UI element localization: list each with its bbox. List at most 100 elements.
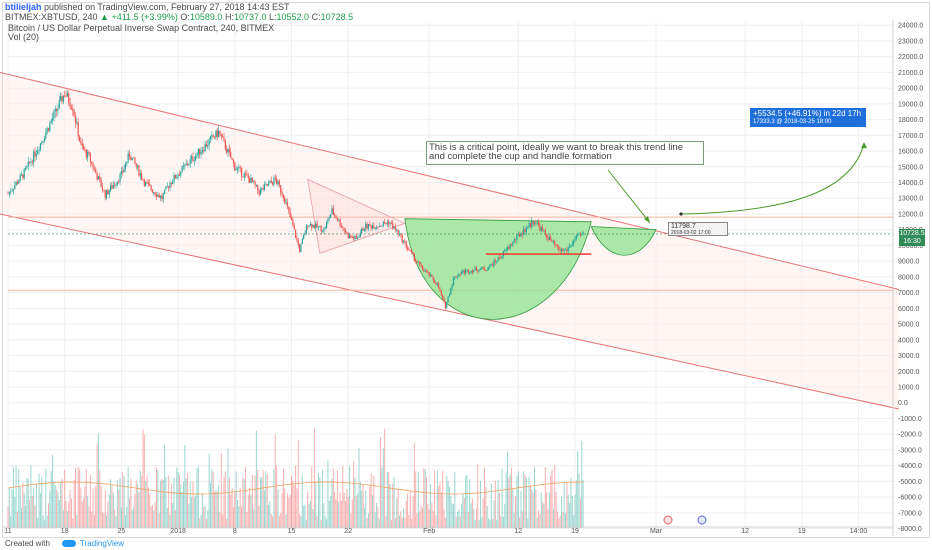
candle-body — [60, 96, 62, 101]
annotation-note[interactable]: This is a critical point, ideally we wan… — [426, 141, 704, 165]
volume-bar — [486, 505, 488, 528]
volume-bar — [118, 489, 120, 528]
volume-bar — [436, 470, 438, 528]
volume-bar — [516, 475, 518, 528]
volume-bar — [448, 486, 450, 528]
candle-body — [269, 180, 271, 184]
candle-body — [265, 184, 267, 185]
candle-body — [358, 236, 360, 238]
volume-bar — [262, 470, 264, 528]
volume-bar — [315, 481, 317, 528]
volume-bar — [316, 515, 318, 528]
tradingview-logo-icon — [62, 540, 76, 547]
event-flag-icon — [663, 515, 673, 525]
volume-bar — [30, 465, 32, 528]
candle-body — [529, 222, 532, 227]
volume-bar — [164, 444, 166, 528]
volume-bar — [451, 503, 453, 528]
candle-body — [513, 239, 515, 242]
candle-body — [180, 171, 182, 176]
candle-body — [427, 271, 429, 273]
candle-body — [20, 174, 23, 176]
volume-bar — [473, 508, 475, 528]
candle-body — [153, 192, 155, 194]
point-price: 11798.7 — [671, 223, 696, 230]
volume-bar — [417, 471, 419, 528]
volume-bar — [130, 478, 132, 528]
candle-body — [205, 144, 208, 147]
volume-bar — [411, 518, 413, 528]
candle-body — [201, 150, 203, 152]
candle-body — [451, 284, 453, 289]
candle-body — [532, 220, 534, 224]
volume-bar — [554, 464, 556, 528]
volume-bar — [457, 511, 459, 528]
candle-body — [207, 144, 209, 147]
candle-body — [313, 225, 316, 229]
candle-body — [429, 274, 432, 277]
candle-body — [77, 122, 79, 137]
volume-bar — [106, 515, 108, 528]
volume-bar — [64, 470, 66, 528]
candle-body — [571, 243, 573, 246]
volume-bar — [34, 505, 36, 528]
candle-body — [85, 149, 87, 158]
candle-body — [575, 235, 577, 240]
volume-bar — [559, 515, 561, 528]
volume-bar — [415, 471, 417, 528]
volume-bar — [466, 474, 468, 528]
volume-bar — [482, 498, 484, 528]
volume-bar — [349, 466, 351, 528]
volume-bar — [322, 469, 324, 528]
candle-body — [483, 268, 486, 271]
candle-body — [527, 227, 529, 229]
candle-body — [213, 137, 216, 139]
candle-body — [285, 202, 287, 204]
point-label[interactable]: 11798.7 2018-03-02 17:00 — [668, 222, 728, 236]
candle-body — [431, 274, 433, 277]
candle-body — [384, 222, 386, 224]
candle-body — [493, 260, 495, 266]
volume-bar — [184, 444, 186, 528]
footer-brand[interactable]: TradingView — [80, 539, 125, 548]
projection-box[interactable]: +5534.5 (+46.91%) in 22d 17h 17333.3 @ 2… — [750, 108, 866, 127]
candle-body — [143, 179, 145, 186]
volume-bar — [511, 467, 513, 528]
author-name[interactable]: btilieljah — [5, 2, 42, 12]
low-value: 10552.0 — [276, 12, 310, 22]
volume-bar — [465, 476, 467, 528]
candle-body — [309, 223, 311, 226]
volume-bar — [112, 492, 114, 528]
volume-bar — [384, 428, 386, 528]
volume-bar — [11, 489, 13, 528]
candle-body — [38, 149, 40, 151]
price-tick-label: 22000.0 — [898, 54, 923, 61]
projection-curve — [680, 143, 865, 215]
candle-body — [531, 220, 533, 227]
volume-bar — [188, 503, 190, 528]
volume-bar — [52, 454, 54, 528]
high-value: 10737.0 — [233, 12, 267, 22]
volume-bar — [22, 482, 24, 528]
candle-body — [442, 295, 444, 299]
volume-bar — [508, 477, 510, 528]
candle-body — [566, 249, 568, 252]
candle-body — [162, 194, 164, 200]
volume-bar — [563, 481, 565, 528]
volume-indicator-label[interactable]: Vol (20) — [8, 32, 40, 42]
candle-body — [243, 173, 245, 178]
volume-bar — [299, 513, 301, 528]
candle-body — [479, 268, 482, 270]
candle-body — [33, 151, 35, 163]
volume-bar — [311, 466, 313, 528]
volume-bar — [242, 477, 244, 528]
volume-bar — [255, 430, 257, 528]
candle-body — [146, 182, 148, 183]
volume-bar — [210, 482, 211, 528]
last-price-badge: 10728.5 — [899, 229, 925, 238]
volume-bar — [394, 517, 396, 528]
candle-body — [489, 264, 491, 268]
volume-bar — [38, 473, 40, 528]
candle-body — [342, 227, 344, 228]
